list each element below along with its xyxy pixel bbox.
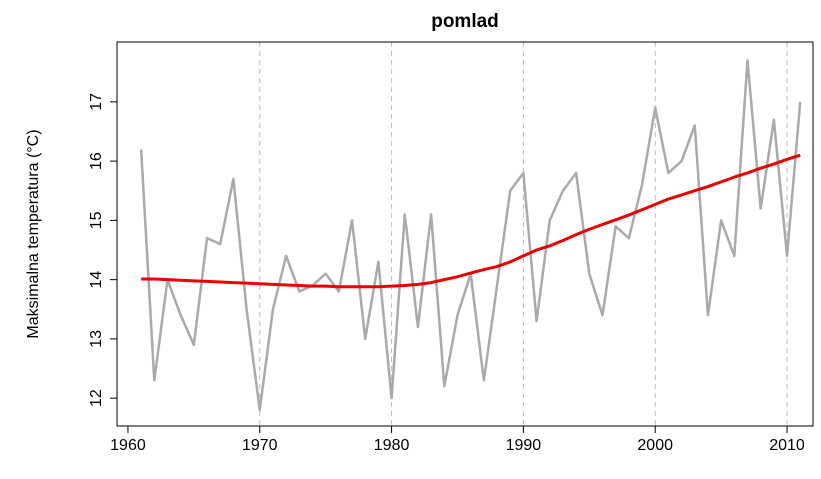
line bbox=[141, 153, 801, 289]
y-tick-label: 12 bbox=[88, 389, 105, 407]
line bbox=[139, 59, 802, 412]
x-tick-label: 1990 bbox=[506, 437, 542, 454]
y-tick-label: 17 bbox=[88, 93, 105, 111]
x-tick-label: 2010 bbox=[769, 437, 805, 454]
x-tick-label: 1960 bbox=[110, 437, 146, 454]
y-tick-label: 13 bbox=[88, 330, 105, 348]
chart-title: pomlad bbox=[431, 11, 499, 32]
x-tick-label: 2000 bbox=[637, 437, 673, 454]
y-tick-label: 15 bbox=[88, 211, 105, 229]
x-tick-label: 1980 bbox=[374, 437, 410, 454]
y-axis-label: Maksimalna temperatura (°C) bbox=[25, 129, 42, 338]
x-tick-label: 1970 bbox=[242, 437, 278, 454]
y-tick-label: 14 bbox=[88, 271, 105, 289]
y-tick-label: 16 bbox=[88, 152, 105, 170]
